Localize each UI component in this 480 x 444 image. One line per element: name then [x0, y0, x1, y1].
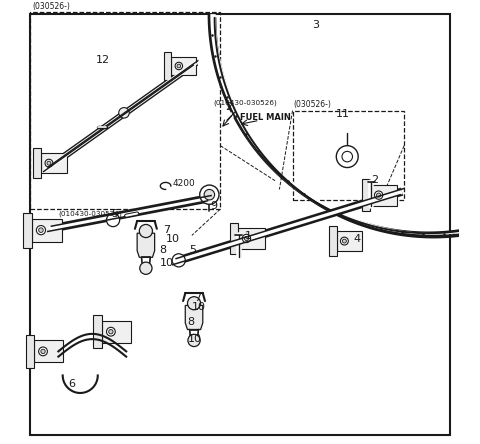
Circle shape — [336, 146, 358, 167]
Text: (010430-030526): (010430-030526) — [214, 100, 277, 106]
Text: 7: 7 — [163, 226, 170, 235]
Circle shape — [39, 228, 43, 233]
Bar — [292, 111, 404, 200]
Circle shape — [177, 64, 180, 68]
Circle shape — [107, 327, 115, 336]
Polygon shape — [137, 233, 155, 257]
Polygon shape — [171, 57, 195, 75]
Polygon shape — [23, 213, 32, 248]
Circle shape — [377, 193, 381, 197]
Text: 10: 10 — [166, 234, 180, 244]
Text: 10: 10 — [192, 302, 206, 312]
Polygon shape — [25, 335, 34, 368]
Text: 8: 8 — [188, 317, 194, 327]
Circle shape — [244, 236, 249, 241]
Polygon shape — [185, 305, 203, 329]
Circle shape — [107, 214, 120, 226]
Text: 11: 11 — [336, 109, 350, 119]
Circle shape — [342, 239, 347, 243]
Circle shape — [188, 334, 200, 347]
Circle shape — [342, 151, 352, 162]
Polygon shape — [94, 315, 102, 349]
Text: 2: 2 — [372, 175, 378, 185]
Text: 1: 1 — [244, 231, 252, 241]
Circle shape — [41, 349, 45, 353]
Polygon shape — [336, 231, 362, 251]
Polygon shape — [238, 228, 265, 249]
Text: (030526-): (030526-) — [294, 100, 332, 109]
Circle shape — [39, 347, 48, 356]
Text: (010430-030526): (010430-030526) — [59, 210, 122, 217]
Circle shape — [36, 226, 46, 235]
Circle shape — [172, 254, 185, 267]
Circle shape — [175, 62, 182, 70]
Circle shape — [188, 297, 201, 310]
Text: 6: 6 — [69, 379, 75, 388]
Circle shape — [204, 190, 215, 200]
Text: 3: 3 — [312, 20, 319, 30]
Text: 4: 4 — [354, 234, 361, 244]
Polygon shape — [230, 222, 238, 254]
Polygon shape — [362, 179, 371, 211]
Text: 5: 5 — [111, 209, 118, 219]
Circle shape — [374, 191, 383, 199]
Circle shape — [47, 161, 51, 165]
Circle shape — [140, 262, 152, 274]
Polygon shape — [371, 185, 397, 206]
Circle shape — [108, 329, 113, 334]
Circle shape — [119, 107, 129, 118]
Polygon shape — [102, 321, 131, 343]
Text: 9: 9 — [210, 201, 217, 211]
Text: 10: 10 — [159, 258, 173, 268]
Circle shape — [139, 225, 153, 238]
Circle shape — [45, 159, 53, 167]
Polygon shape — [41, 153, 67, 173]
Bar — [30, 12, 220, 209]
Polygon shape — [329, 226, 336, 256]
Circle shape — [242, 234, 251, 242]
Text: 5: 5 — [190, 245, 197, 255]
Text: 7: 7 — [194, 293, 201, 303]
Text: (030526-): (030526-) — [32, 2, 70, 11]
Text: 10: 10 — [188, 333, 202, 344]
Text: 4200: 4200 — [172, 179, 195, 188]
Text: 8: 8 — [159, 245, 167, 255]
Text: FUEL MAIN: FUEL MAIN — [240, 113, 291, 122]
Text: 2: 2 — [225, 102, 232, 112]
Polygon shape — [33, 148, 41, 178]
Circle shape — [200, 185, 219, 204]
Circle shape — [340, 237, 348, 245]
Polygon shape — [32, 218, 61, 242]
Polygon shape — [164, 52, 171, 80]
Text: 12: 12 — [96, 55, 109, 65]
Polygon shape — [34, 341, 63, 362]
